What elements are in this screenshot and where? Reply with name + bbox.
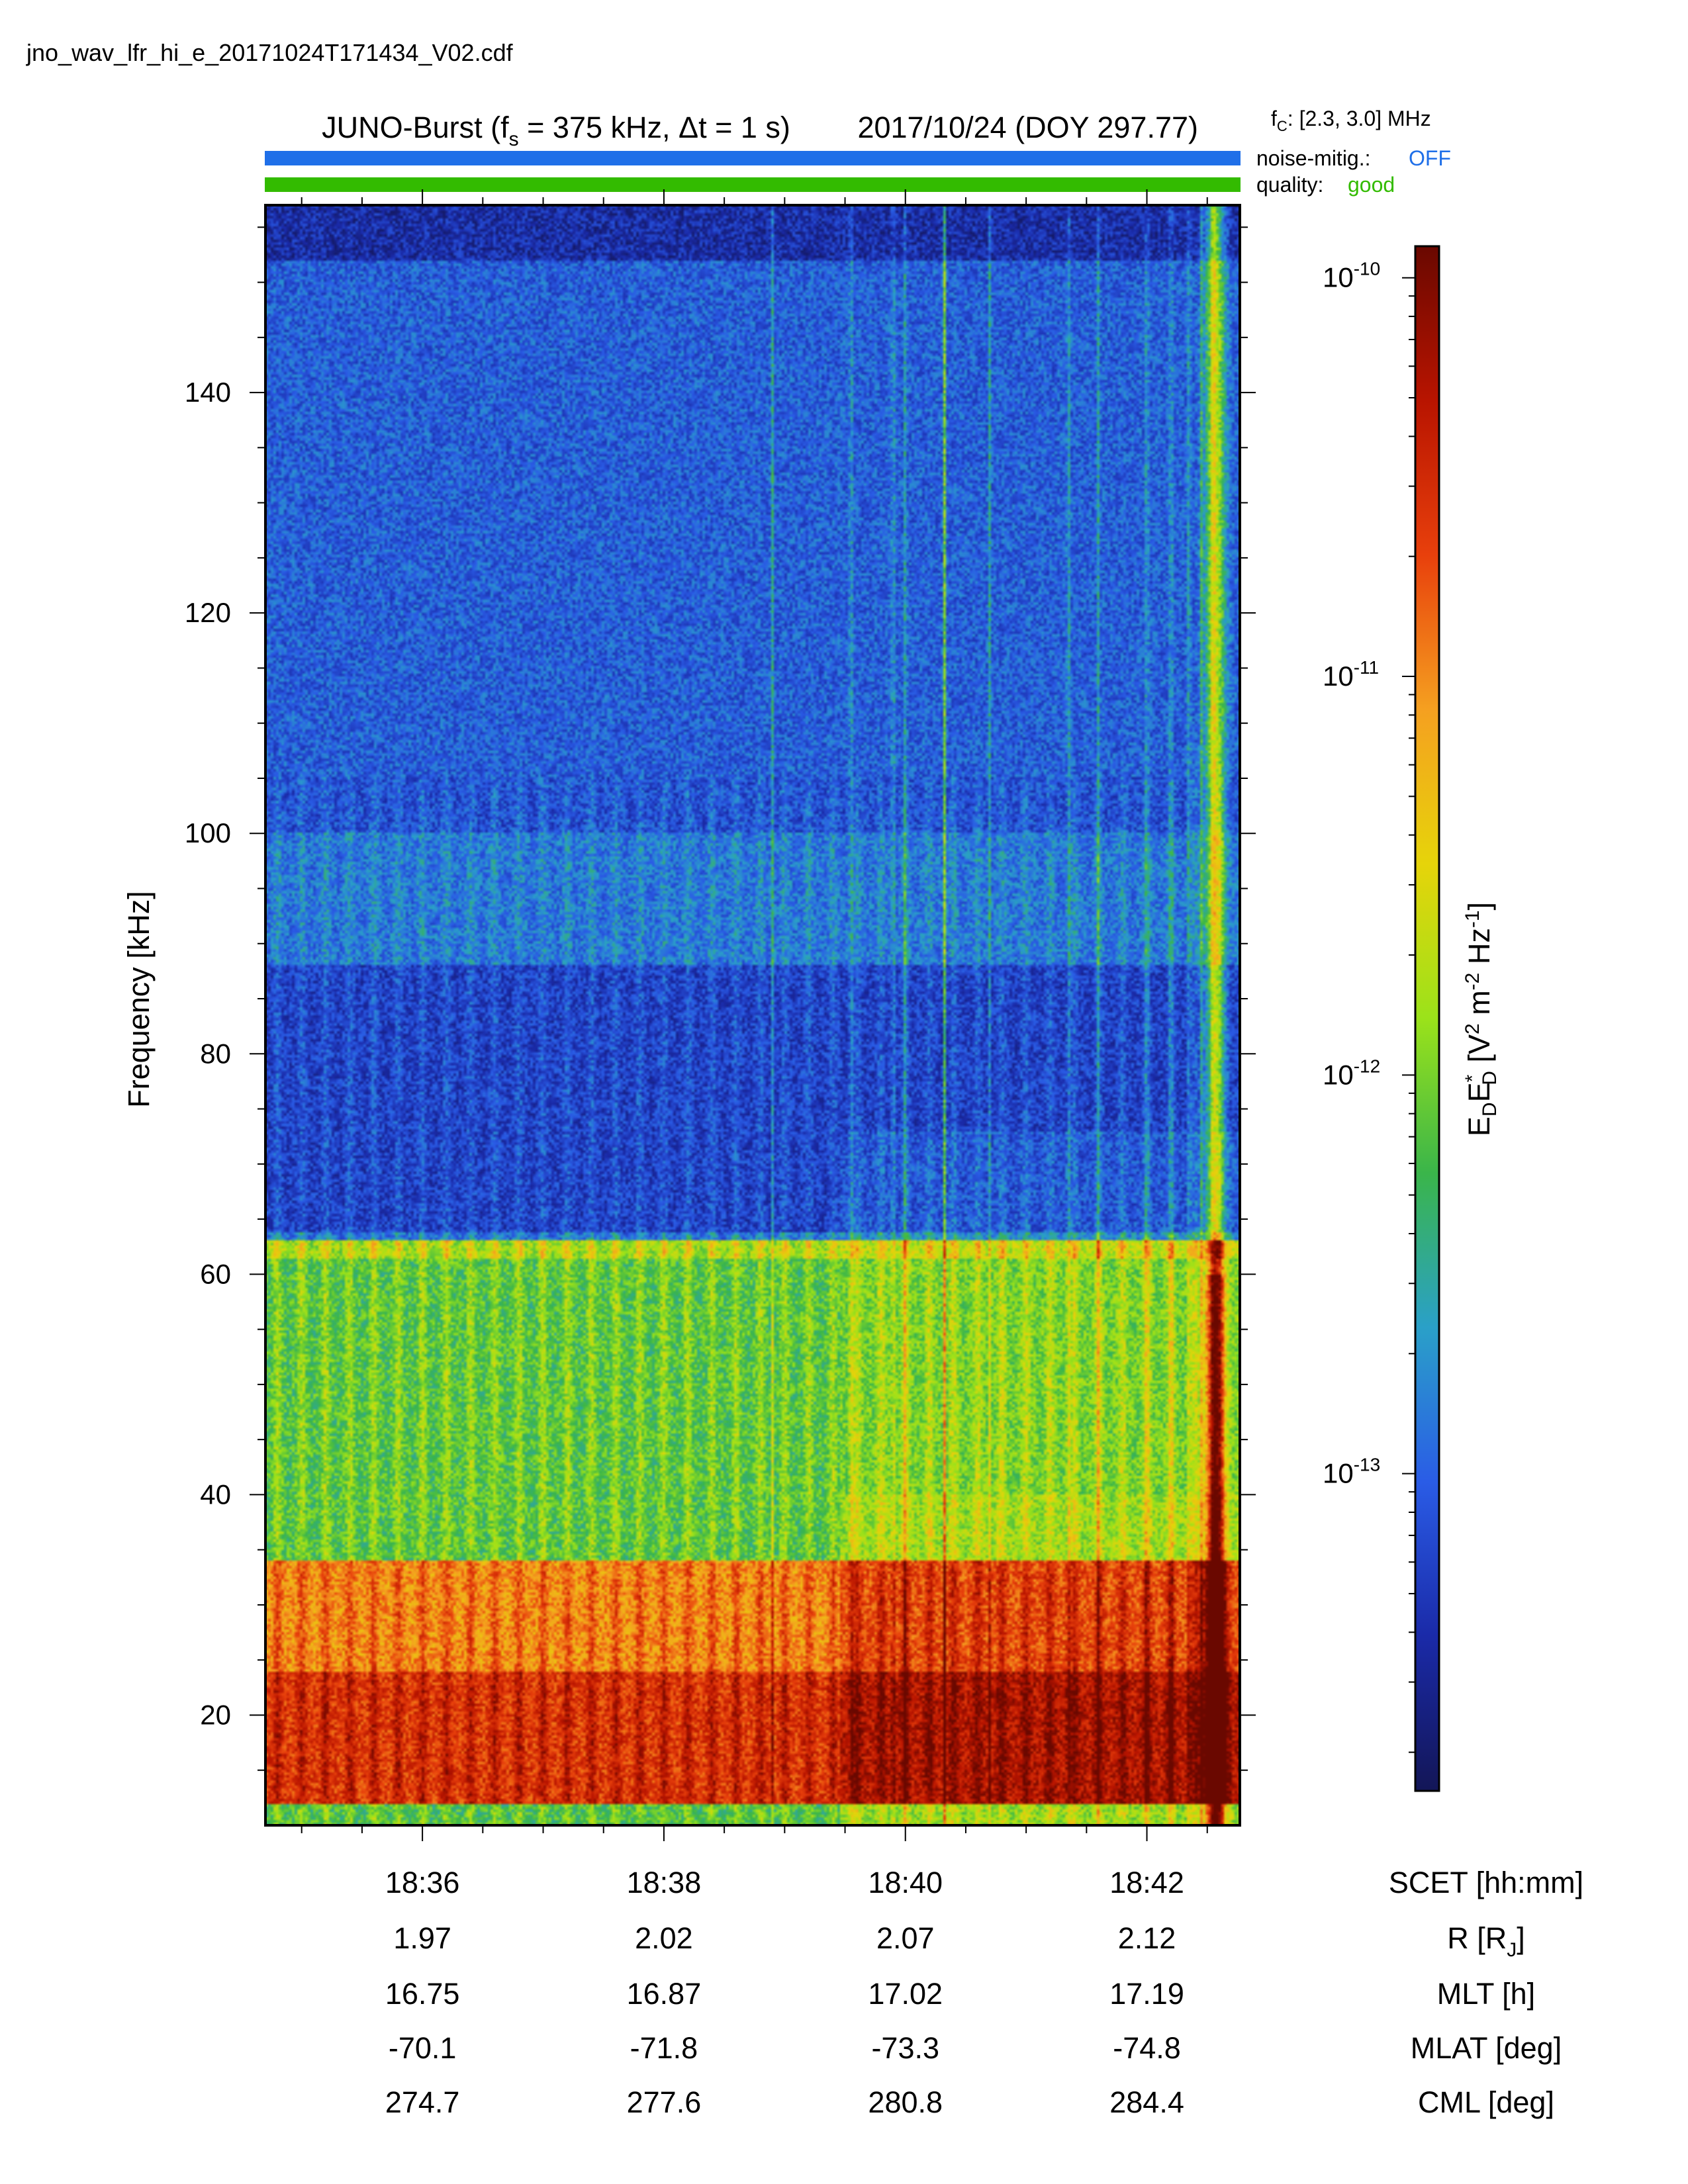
plot-date: 2017/10/24 (DOY 297.77) [857,111,1198,144]
y-tick-label: 80 [200,1038,231,1069]
ephemeris-value: 280.8 [868,2085,943,2119]
ephemeris-value: 18:36 [385,1866,460,1899]
quality-value: good [1348,173,1395,197]
colorbar-frame [1414,245,1440,1792]
ephemeris-value: -74.8 [1113,2031,1181,2065]
colorbar-tick-label: 10-13 [1323,1455,1380,1489]
ephemeris-value: 284.4 [1109,2085,1184,2119]
colorbar-tick-label: 10-12 [1323,1056,1380,1090]
y-tick-label: 140 [185,377,231,408]
ephemeris-value: 2.07 [876,1921,935,1955]
ephemeris-row-label: MLT [h] [1437,1977,1535,2011]
ephemeris-value: 18:42 [1109,1866,1184,1899]
y-tick-label: 60 [200,1258,231,1289]
colorbar-tick-label: 10-11 [1323,657,1379,692]
ephemeris-value: 17.19 [1109,1977,1184,2011]
y-tick-label: 20 [200,1699,231,1730]
ephemeris-value: 17.02 [868,1977,943,2011]
ephemeris-row-label: SCET [hh:mm] [1389,1866,1583,1899]
fc-label: fC: [2.3, 3.0] MHz [1271,107,1431,134]
noise-mitigation-bar [265,151,1241,165]
y-tick-label: 120 [185,597,231,628]
ephemeris-value: 2.02 [635,1921,693,1955]
ephemeris-value: 18:38 [627,1866,702,1899]
colorbar [1415,246,1439,1791]
ephemeris-value: -73.3 [871,2031,939,2065]
ephemeris-value: 2.12 [1118,1921,1176,1955]
quality-bar [265,177,1241,192]
ephemeris-row-label: CML [deg] [1418,2085,1554,2119]
ephemeris-row-label: R [RJ] [1447,1921,1525,1961]
colorbar-tick-label: 10-10 [1323,259,1380,293]
ephemeris-value: -70.1 [389,2031,457,2065]
ephemeris-value: 18:40 [868,1866,943,1899]
ephemeris-value: 1.97 [393,1921,451,1955]
ephemeris-value: 16.87 [627,1977,702,2011]
plot-frame [264,204,1241,1827]
y-axis-label: Frequency [kHz] [122,891,156,1108]
noise-label: noise-mitig.: [1256,146,1371,170]
colorbar-ticks: 10-13 10-12 10-11 10-10 [1323,259,1415,1753]
y-tick-label: 100 [185,817,231,848]
colorbar-label: EDE*D [V2 m-2 Hz-1] [1462,902,1501,1136]
ephemeris-value: 16.75 [385,1977,460,2011]
ephemeris-value: 277.6 [627,2085,702,2119]
ephemeris-value: 274.7 [385,2085,460,2119]
plot-title: JUNO-Burst (fs = 375 kHz, Δt = 1 s) [322,111,790,150]
file-name: jno_wav_lfr_hi_e_20171024T171434_V02.cdf [26,39,514,66]
noise-value: OFF [1409,146,1451,170]
ephemeris-row-label: MLAT [deg] [1411,2031,1562,2065]
ephemeris-value: -71.8 [630,2031,698,2065]
spectrogram-image [265,205,1240,1825]
y-axis: 20 40 60 80 100 120 140 [185,226,1256,1771]
y-tick-label: 40 [200,1479,231,1510]
ephemeris-rows: 18:36 18:38 18:40 18:42 SCET [hh:mm] 1.97 2.02… [385,1866,1583,2119]
quality-label: quality: [1256,173,1323,197]
